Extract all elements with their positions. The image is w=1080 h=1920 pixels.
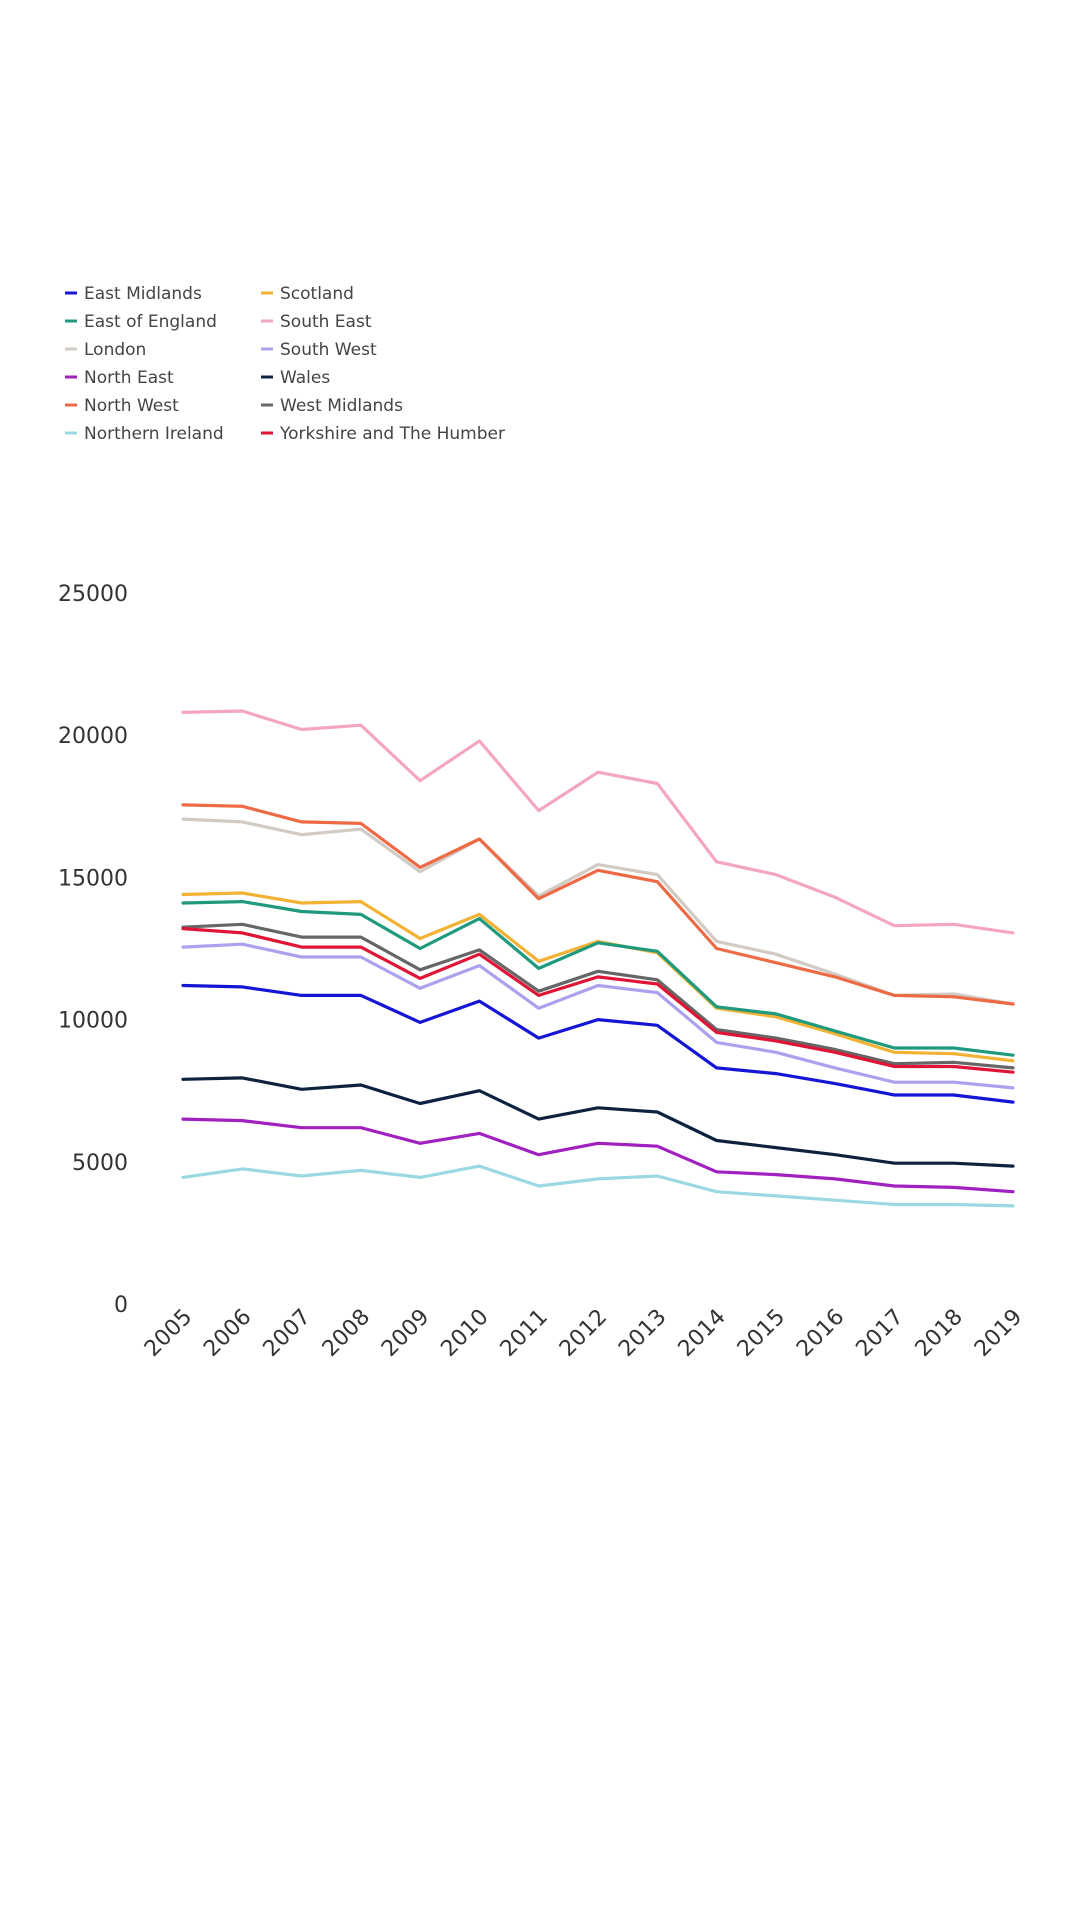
x-tick-label: 2006 <box>199 1305 256 1362</box>
series-line-wales <box>181 1076 1015 1168</box>
legend-label: South East <box>280 312 372 332</box>
x-tick-label: 2017 <box>851 1305 908 1362</box>
legend-item: South West <box>261 340 377 360</box>
series-line-north-east <box>181 1117 1015 1194</box>
x-tick-label: 2016 <box>792 1305 849 1362</box>
plot-area <box>181 709 1015 1208</box>
y-tick-label: 15000 <box>58 866 128 891</box>
legend-item: South East <box>261 312 372 332</box>
series-line-west-midlands <box>181 922 1015 1070</box>
legend-item: North West <box>65 396 179 416</box>
legend-label: Northern Ireland <box>84 424 224 444</box>
legend-label: London <box>84 340 146 360</box>
y-tick-label: 25000 <box>58 582 128 607</box>
legend-item: Yorkshire and The Humber <box>261 424 505 444</box>
legend-item: London <box>65 340 146 360</box>
x-tick-label: 2010 <box>436 1305 493 1362</box>
x-tick-label: 2014 <box>674 1305 731 1362</box>
x-tick-label: 2008 <box>318 1305 375 1362</box>
legend-item: East of England <box>65 312 217 332</box>
legend-label: East Midlands <box>84 284 202 304</box>
x-tick-label: 2012 <box>555 1305 612 1362</box>
x-tick-label: 2013 <box>614 1305 671 1362</box>
legend-label: South West <box>280 340 377 360</box>
legend-label: Yorkshire and The Humber <box>279 424 505 444</box>
y-tick-label: 0 <box>114 1293 128 1318</box>
x-tick-label: 2018 <box>911 1305 968 1362</box>
x-tick-label: 2011 <box>496 1305 553 1362</box>
y-tick-label: 10000 <box>58 1009 128 1034</box>
legend-label: North East <box>84 368 174 388</box>
legend-item: Northern Ireland <box>65 424 224 444</box>
legend-item: Wales <box>261 368 330 388</box>
y-tick-label: 20000 <box>58 724 128 749</box>
chart-legend: East Midlands East of England London North … <box>65 284 505 444</box>
legend-item: Scotland <box>261 284 354 304</box>
series-line-east-midlands <box>181 983 1015 1104</box>
legend-item: West Midlands <box>261 396 403 416</box>
x-tick-label: 2015 <box>733 1305 790 1362</box>
series-line-south-east <box>181 709 1015 935</box>
legend-label: West Midlands <box>280 396 403 416</box>
legend-item: North East <box>65 368 174 388</box>
y-tick-label: 5000 <box>72 1151 128 1176</box>
x-tick-label: 2009 <box>377 1305 434 1362</box>
x-tick-label: 2005 <box>140 1305 197 1362</box>
legend-label: North West <box>84 396 179 416</box>
series-line-northern-ireland <box>181 1164 1015 1208</box>
series-line-east-of-england <box>181 899 1015 1057</box>
x-axis: 2005 2006 2007 2008 2009 2010 2011 2012 2013 2014… <box>140 1305 1027 1362</box>
x-tick-label: 2007 <box>259 1305 316 1362</box>
legend-label: Wales <box>280 368 330 388</box>
legend-label: Scotland <box>280 284 354 304</box>
x-tick-label: 2019 <box>970 1305 1027 1362</box>
legend-item: East Midlands <box>65 284 202 304</box>
legend-label: East of England <box>84 312 217 332</box>
y-axis: 0 5000 10000 15000 20000 25000 <box>58 582 128 1318</box>
series-line-north-west <box>181 803 1015 1006</box>
series-line-south-west <box>181 942 1015 1090</box>
series-line-yorkshire-and-the-humber <box>181 926 1015 1074</box>
